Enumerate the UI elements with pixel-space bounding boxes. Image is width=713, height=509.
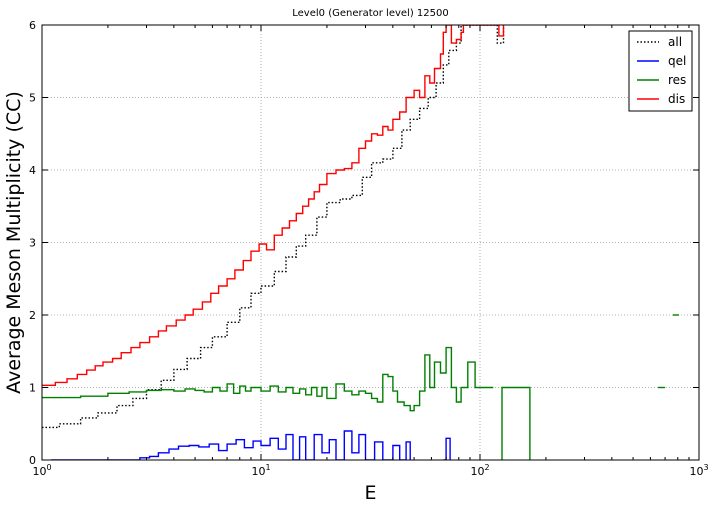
legend-label-qel: qel bbox=[668, 54, 686, 68]
legend-label-all: all bbox=[668, 35, 682, 49]
series-line-qel bbox=[443, 437, 451, 460]
x-tick-label: 102 bbox=[470, 463, 489, 478]
series-line-res bbox=[42, 346, 494, 412]
y-tick-label: 3 bbox=[29, 237, 36, 250]
x-tick-label: 101 bbox=[251, 463, 270, 478]
series-line-res bbox=[501, 386, 531, 460]
y-tick-label: 2 bbox=[29, 309, 36, 322]
y-tick-label: 0 bbox=[29, 454, 36, 467]
series-line-qel bbox=[51, 430, 411, 460]
legend-label-res: res bbox=[668, 73, 686, 87]
x-axis-label: E bbox=[364, 482, 376, 504]
y-tick-label: 4 bbox=[29, 164, 36, 177]
axis-ticks: 0 1 2 3 4 5 6 100 101 102 103 bbox=[29, 19, 709, 478]
y-axis-label: Average Meson Multiplicity (CC) bbox=[3, 91, 25, 394]
legend-label-dis: dis bbox=[668, 92, 685, 106]
y-tick-label: 6 bbox=[29, 19, 36, 32]
grid bbox=[42, 25, 699, 460]
legend-box bbox=[628, 30, 693, 112]
series-line-dis bbox=[42, 25, 505, 386]
x-tick-label: 100 bbox=[32, 463, 51, 478]
y-tick-label: 5 bbox=[29, 92, 36, 105]
legend: all qel res dis bbox=[628, 30, 693, 112]
y-tick-label: 1 bbox=[29, 382, 36, 395]
plot-series bbox=[42, 25, 679, 460]
chart-title: Level0 (Generator level) 12500 bbox=[292, 8, 448, 19]
x-tick-label: 103 bbox=[689, 463, 708, 478]
